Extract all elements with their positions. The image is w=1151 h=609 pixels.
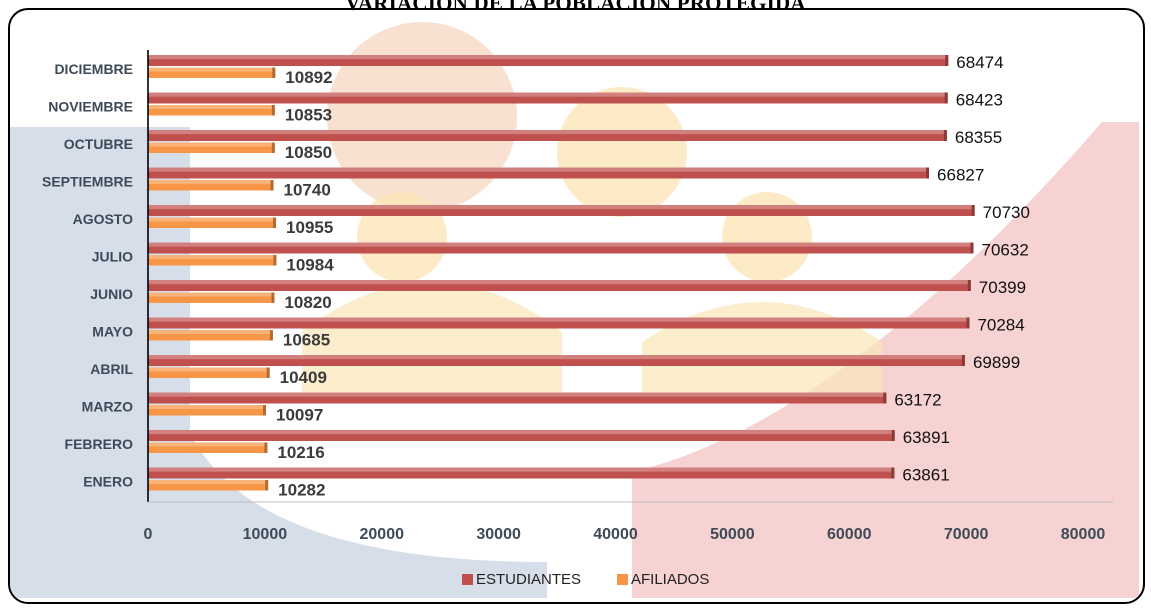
legend-label: ESTUDIANTES bbox=[476, 571, 581, 588]
category-label: NOVIEMBRE bbox=[48, 99, 133, 115]
data-label-estudiantes: 63891 bbox=[903, 428, 950, 447]
data-label-afiliados: 10685 bbox=[283, 331, 330, 350]
bar-afiliados bbox=[148, 330, 273, 341]
data-label-estudiantes: 68423 bbox=[956, 91, 1003, 110]
bar-estudiantes bbox=[148, 205, 975, 216]
legend-swatch bbox=[617, 574, 628, 585]
category-label: ABRIL bbox=[90, 361, 133, 377]
bar-afiliados bbox=[148, 142, 275, 153]
bar-estudiantes bbox=[148, 355, 965, 366]
bar-estudiantes bbox=[148, 55, 949, 66]
x-tick-label: 60000 bbox=[827, 526, 872, 543]
bar-estudiantes bbox=[148, 280, 971, 291]
bar-afiliados bbox=[148, 442, 268, 453]
legend-item: ESTUDIANTES bbox=[462, 571, 581, 588]
category-label: MARZO bbox=[82, 399, 133, 415]
legend-swatch bbox=[462, 574, 473, 585]
chart-title: VARIACIÓN DE LA POBLACIÓN PROTEGIDA bbox=[345, 0, 806, 15]
bar-estudiantes bbox=[148, 392, 887, 404]
data-label-estudiantes: 66827 bbox=[937, 166, 984, 185]
x-tick-label: 10000 bbox=[243, 526, 288, 543]
data-label-afiliados: 10282 bbox=[278, 481, 325, 500]
bar-afiliados bbox=[148, 180, 274, 191]
bar-afiliados bbox=[148, 67, 276, 78]
category-label: JULIO bbox=[92, 249, 133, 265]
category-label: DICIEMBRE bbox=[54, 61, 133, 77]
data-label-estudiantes: 63172 bbox=[894, 391, 941, 410]
category-label: OCTUBRE bbox=[64, 136, 133, 152]
bar-afiliados bbox=[148, 367, 270, 378]
bar-afiliados bbox=[148, 292, 275, 303]
data-label-afiliados: 10984 bbox=[286, 256, 334, 275]
data-label-estudiantes: 70632 bbox=[982, 241, 1029, 260]
category-label: MAYO bbox=[92, 324, 133, 340]
x-tick-label: 40000 bbox=[593, 526, 638, 543]
data-label-estudiantes: 70399 bbox=[979, 278, 1026, 297]
category-label: ENERO bbox=[83, 474, 133, 490]
legend-label: AFILIADOS bbox=[631, 571, 709, 588]
category-label: AGOSTO bbox=[73, 211, 134, 227]
x-tick-label: 80000 bbox=[1061, 526, 1106, 543]
data-label-estudiantes: 63861 bbox=[902, 466, 949, 485]
data-label-estudiantes: 70284 bbox=[977, 316, 1024, 335]
bar-estudiantes bbox=[148, 317, 970, 329]
data-label-afiliados: 10820 bbox=[284, 293, 331, 312]
legend-item: AFILIADOS bbox=[617, 571, 709, 588]
bar-afiliados bbox=[148, 480, 269, 491]
x-tick-label: 50000 bbox=[710, 526, 755, 543]
data-label-afiliados: 10892 bbox=[285, 68, 332, 87]
bar-afiliados bbox=[148, 217, 277, 228]
data-label-afiliados: 10216 bbox=[277, 443, 324, 462]
data-label-afiliados: 10097 bbox=[276, 406, 323, 425]
x-tick-label: 0 bbox=[144, 526, 153, 543]
data-label-estudiantes: 68355 bbox=[955, 128, 1002, 147]
data-label-estudiantes: 68474 bbox=[956, 53, 1003, 72]
bar-estudiantes bbox=[148, 167, 930, 179]
bar-afiliados bbox=[148, 105, 275, 116]
bar-estudiantes bbox=[148, 430, 895, 441]
bar-estudiantes bbox=[148, 92, 948, 104]
bar-estudiantes bbox=[148, 130, 947, 141]
x-tick-label: 70000 bbox=[944, 526, 989, 543]
bar-afiliados bbox=[148, 405, 267, 416]
data-label-afiliados: 10850 bbox=[285, 143, 332, 162]
data-label-afiliados: 10740 bbox=[284, 181, 331, 200]
x-tick-label: 30000 bbox=[476, 526, 521, 543]
category-label: SEPTIEMBRE bbox=[42, 174, 133, 190]
data-label-afiliados: 10955 bbox=[286, 218, 333, 237]
x-tick-label: 20000 bbox=[360, 526, 405, 543]
data-label-afiliados: 10409 bbox=[280, 368, 327, 387]
data-label-estudiantes: 70730 bbox=[983, 203, 1030, 222]
category-label: JUNIO bbox=[90, 286, 133, 302]
bar-estudiantes bbox=[148, 242, 974, 254]
bar-estudiantes bbox=[148, 467, 895, 479]
bar-afiliados bbox=[148, 255, 277, 266]
data-label-afiliados: 10853 bbox=[285, 106, 332, 125]
category-label: FEBRERO bbox=[65, 436, 134, 452]
data-label-estudiantes: 69899 bbox=[973, 353, 1020, 372]
